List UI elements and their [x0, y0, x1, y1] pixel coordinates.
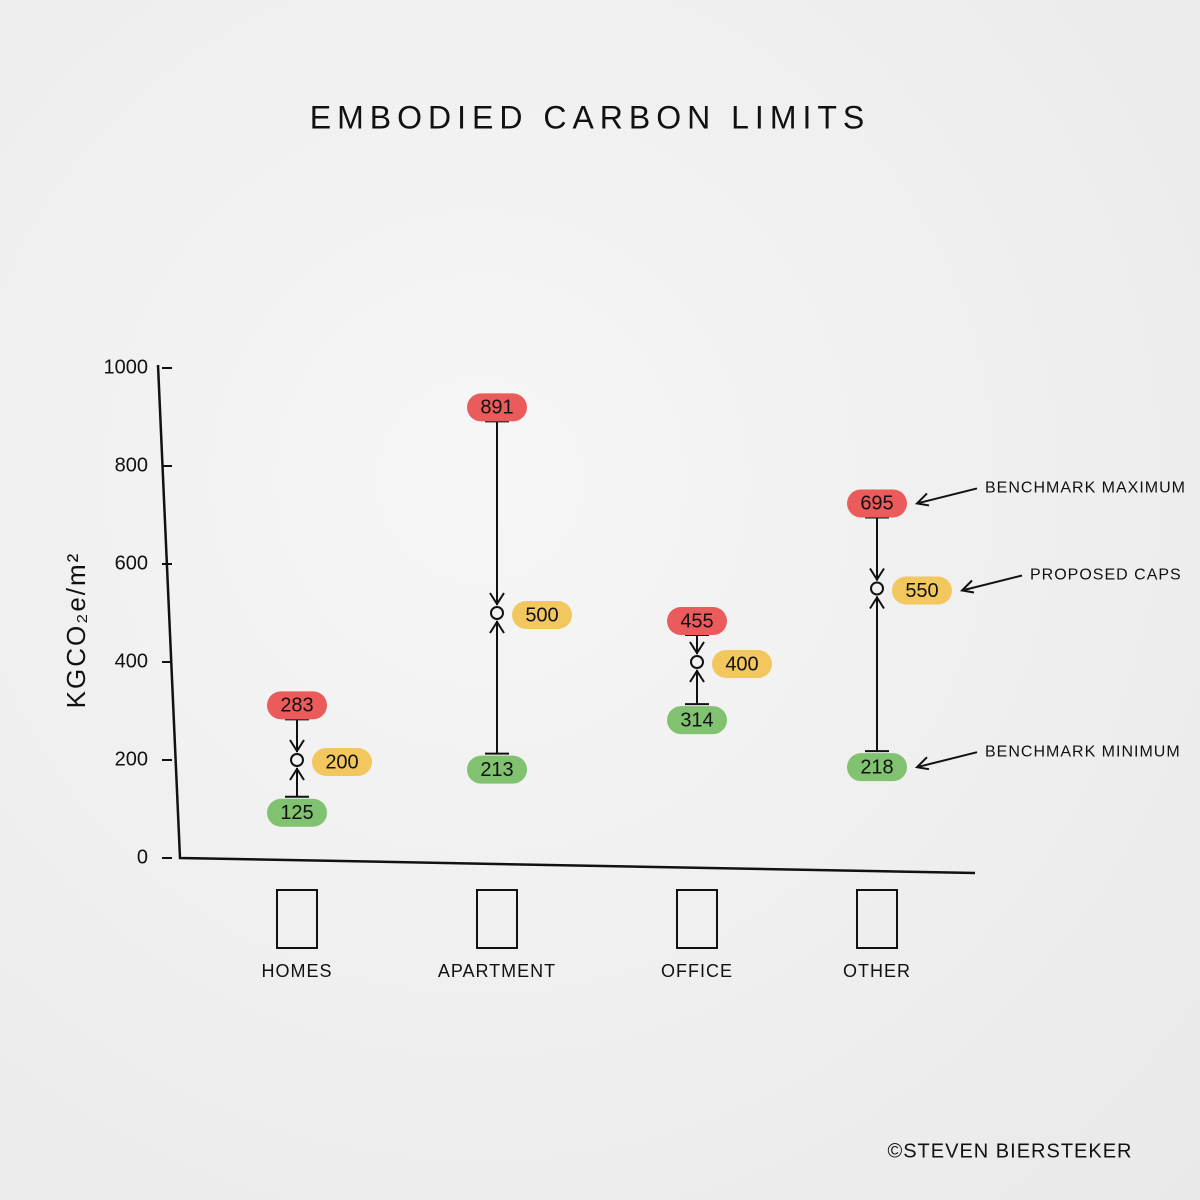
- arrow-down: [869, 567, 885, 582]
- value-pill: [312, 748, 372, 776]
- x-tick-label: OTHER: [843, 961, 911, 981]
- cap-marker: [490, 606, 504, 620]
- value-pill: [667, 706, 727, 735]
- cap-marker: [690, 655, 704, 669]
- category-icon: [476, 889, 518, 949]
- value-label: 218: [860, 756, 893, 778]
- value-label: 125: [280, 802, 313, 824]
- value-pill: [267, 798, 327, 827]
- annotation-arrow: [959, 574, 1023, 594]
- value-label: 213: [480, 759, 513, 781]
- chart-title: EMBODIED CARBON LIMITS: [310, 99, 871, 135]
- y-tick-label: 200: [115, 748, 148, 770]
- annotation: PROPOSED CAPS: [1030, 567, 1182, 584]
- category-icon: [676, 889, 718, 949]
- x-tick-label: HOMES: [261, 961, 332, 981]
- x-tick-label: APARTMENT: [438, 961, 556, 981]
- cap-marker: [290, 753, 304, 767]
- value-label: 400: [725, 653, 758, 675]
- value-label: 891: [480, 397, 513, 419]
- annotation: BENCHMARK MAXIMUM: [985, 480, 1186, 497]
- value-pill: [512, 601, 572, 629]
- y-tick-label: 600: [115, 552, 148, 574]
- arrow-up: [689, 669, 705, 683]
- y-tick-label: 0: [137, 846, 148, 868]
- value-pill: [467, 755, 527, 784]
- x-tick-label: OFFICE: [661, 961, 733, 981]
- y-tick-label: 400: [115, 650, 148, 672]
- cap-marker: [870, 581, 884, 596]
- value-pill: [267, 691, 327, 720]
- value-label: 695: [860, 493, 893, 515]
- value-label: 314: [680, 709, 713, 731]
- value-pill: [712, 650, 772, 678]
- value-pill: [847, 753, 907, 782]
- category-icon: [276, 889, 318, 949]
- value-pill: [892, 576, 952, 605]
- y-tick-label: 800: [115, 454, 148, 476]
- value-label: 550: [905, 580, 938, 602]
- annotation-arrow: [914, 487, 978, 507]
- y-axis-label: KGCO₂e/m²: [61, 552, 91, 709]
- annotation-arrow: [914, 751, 978, 771]
- value-label: 200: [325, 751, 358, 773]
- value-label: 455: [680, 610, 713, 632]
- arrow-up: [869, 595, 885, 610]
- axes: [156, 364, 976, 875]
- arrow-up: [289, 767, 305, 781]
- value-label: 500: [525, 604, 558, 626]
- category-icon: [856, 889, 898, 949]
- arrow-down: [489, 592, 505, 606]
- arrow-up: [489, 620, 505, 634]
- value-pill: [467, 393, 527, 422]
- credit: ©STEVEN BIERSTEKER: [887, 1140, 1132, 1162]
- annotation: BENCHMARK MINIMUM: [985, 743, 1181, 760]
- value-label: 283: [280, 695, 313, 717]
- y-tick-label: 1000: [104, 356, 149, 378]
- arrow-down: [289, 739, 305, 753]
- value-pill: [667, 607, 727, 636]
- value-pill: [847, 489, 907, 518]
- arrow-down: [689, 641, 705, 655]
